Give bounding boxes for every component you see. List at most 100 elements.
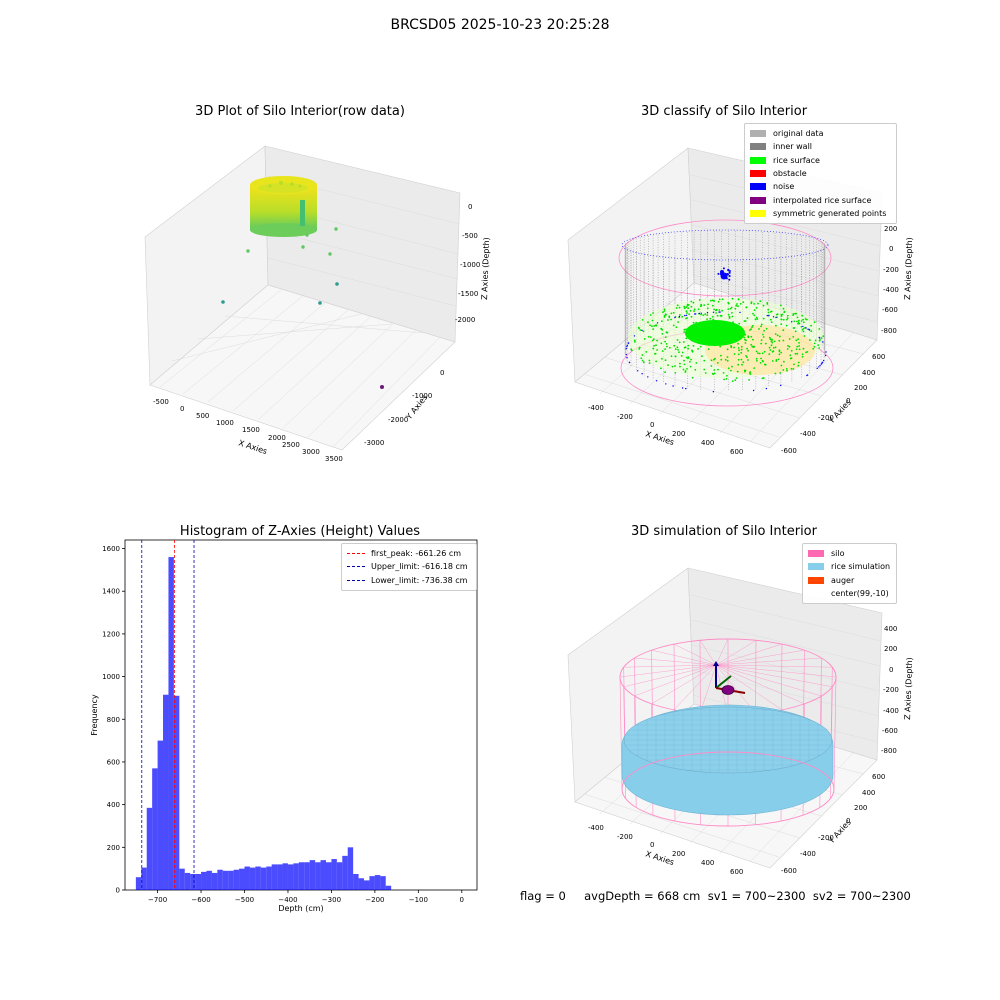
rice-point: [661, 357, 663, 360]
rice-point: [798, 322, 801, 325]
histogram-ytick-label: 200: [107, 844, 120, 852]
rice-point: [752, 324, 754, 327]
classify-ztick: -200: [883, 266, 899, 274]
rice-point: [661, 320, 663, 322]
rice-point: [682, 368, 685, 371]
raw-3d-axes: -500 0 500 1000 1500 2000 2500 3000 3500…: [144, 145, 491, 463]
silo-roof-wire: [715, 664, 833, 687]
histogram-ytick-label: 1000: [102, 673, 120, 681]
rice-point: [798, 348, 801, 351]
rice-point: [778, 335, 781, 338]
rice-point: [703, 304, 706, 306]
legend-label: first_peak: -661.26 cm: [371, 549, 462, 559]
legend-label: rice simulation: [831, 562, 891, 572]
histogram-ylabel: Frequency: [90, 694, 99, 736]
rice-point: [750, 343, 753, 346]
rice-point: [638, 348, 640, 350]
histogram-bar: [369, 876, 375, 890]
noise-point: [626, 345, 628, 348]
histogram-bar: [271, 864, 278, 890]
rice-point: [674, 372, 677, 374]
simulation-xtick: 400: [701, 859, 714, 867]
silo-roof-wire: [699, 640, 717, 666]
rice-point: [710, 365, 713, 367]
classify-legend: original data inner wall rice surface ob…: [744, 123, 897, 225]
rice-point: [653, 325, 656, 327]
rice-point: [664, 313, 667, 316]
noise-point: [727, 268, 730, 271]
legend-item-silo: silo: [808, 547, 891, 560]
histogram-bar: [320, 860, 326, 890]
rice-point: [710, 359, 713, 362]
noise-point: [728, 271, 731, 274]
rice-point: [820, 337, 823, 339]
noise-point: [627, 342, 630, 344]
classify-xtick: 200: [672, 430, 685, 438]
noise-point: [821, 362, 823, 364]
rice-point: [687, 307, 690, 310]
silo-roof-wire: [651, 649, 717, 666]
simulation-zlabel: Z Axies (Depth): [903, 657, 914, 720]
rice-point: [797, 321, 800, 323]
rice-point: [776, 313, 779, 316]
rice-point: [806, 351, 809, 353]
classify-ytick: 400: [862, 369, 875, 377]
rice-point: [685, 306, 688, 309]
legend-swatch: [750, 156, 766, 164]
histogram-xlabel: Depth (cm): [278, 904, 323, 913]
histogram-bar: [190, 873, 196, 890]
histogram-chart: −700 −600 −500 −400 −300 −200 −100 0 0 200 400 600…: [90, 539, 478, 913]
rice-point: [640, 357, 643, 360]
rice-point: [654, 324, 657, 327]
rice-point: [678, 306, 681, 309]
simulation-ztick: 200: [884, 645, 897, 653]
silo-roof-wire: [623, 664, 717, 687]
rice-point: [746, 347, 748, 350]
rice-point: [771, 338, 773, 341]
silo-wire: [619, 676, 623, 790]
rice-point: [690, 315, 693, 318]
rice-point: [679, 314, 681, 316]
legend-swatch: [750, 143, 766, 151]
rice-point: [683, 307, 686, 310]
rice-point: [731, 315, 734, 318]
rice-point: [760, 342, 763, 345]
rice-point: [670, 355, 673, 358]
simulation-xtick: 600: [730, 868, 743, 876]
rice-point: [655, 360, 657, 363]
noise-point: [822, 341, 824, 343]
rice-point: [725, 378, 728, 380]
rice-point: [809, 339, 811, 341]
rice-point: [638, 346, 641, 349]
rice-point: [773, 340, 776, 343]
rice-point: [717, 368, 719, 371]
raw-xtick: -500: [153, 398, 169, 406]
rice-point: [778, 353, 781, 356]
rice-point: [801, 314, 804, 317]
rice-point: [762, 304, 765, 307]
rice-point: [762, 336, 765, 338]
rice-point: [674, 348, 677, 350]
rice-point: [774, 346, 777, 349]
rice-point: [698, 299, 701, 301]
rice-point: [760, 323, 763, 326]
legend-swatch: [347, 566, 365, 568]
classify-ytick: 200: [854, 384, 867, 392]
legend-label: inner wall: [773, 142, 813, 152]
rice-point: [756, 318, 759, 320]
legend-item-noise: noise: [750, 180, 891, 193]
rice-point: [661, 332, 664, 335]
rice-point: [692, 345, 695, 347]
legend-swatch: [347, 579, 365, 581]
rice-point: [786, 314, 789, 317]
histogram-bar: [353, 873, 359, 890]
rice-point: [793, 327, 796, 329]
histogram-bar: [347, 847, 354, 890]
noise-point: [633, 335, 636, 337]
simulation-ztick: -800: [881, 747, 897, 755]
classify-ytick: 0: [846, 397, 850, 405]
rice-point: [717, 300, 720, 303]
histogram-bar: [266, 866, 272, 890]
rice-point: [670, 312, 673, 315]
rice-point: [782, 329, 785, 332]
